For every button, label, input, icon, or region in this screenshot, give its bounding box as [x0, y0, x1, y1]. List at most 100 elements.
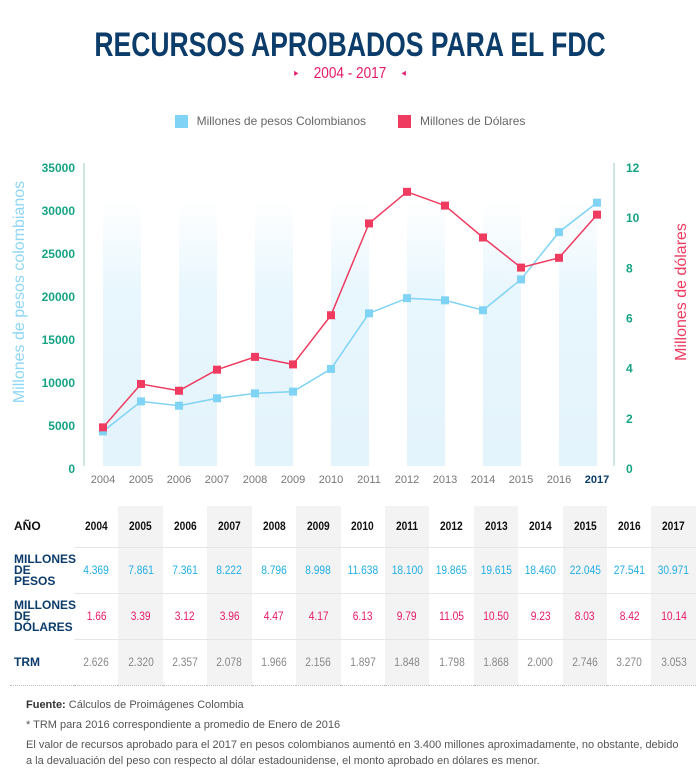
value-cell: 22.045 — [562, 547, 608, 594]
right-tick-label: 4 — [626, 362, 633, 376]
data-table: AÑO 2004 2005 2006 2007 2008 2009 2010 2011 2012 2… — [10, 506, 696, 686]
chart-legend: Millones de pesos Colombianos Millones d… — [0, 114, 700, 128]
value-cell: 8.42 — [607, 593, 652, 640]
legend-item-dolares: Millones de Dólares — [398, 114, 525, 128]
background-bands — [103, 200, 597, 466]
left-tick-label: 30000 — [42, 204, 76, 218]
table-header-row: AÑO 2004 2005 2006 2007 2008 2009 2010 2011 2012 2… — [10, 506, 696, 548]
arrow-left-icon: ◂ — [401, 68, 406, 79]
legend-label-dolares: Millones de Dólares — [420, 114, 526, 128]
pesos-point-2013 — [441, 296, 449, 305]
value-cell: 4.47 — [251, 593, 297, 640]
x-tick-label: 2017 — [585, 474, 609, 486]
row-label: MILLONES DE DÓLARES — [14, 597, 76, 634]
year-cell: 2004 — [74, 506, 119, 548]
value-cell: 18.460 — [518, 547, 563, 594]
table-row: TRM 2.626 2.320 2.357 2.078 1.966 2.156 1.897 1.… — [10, 639, 696, 686]
right-tick-label: 10 — [626, 211, 640, 225]
x-tick-label: 2011 — [357, 474, 381, 486]
value-cell: 1.868 — [473, 639, 519, 686]
dolares-point-2008 — [251, 352, 259, 361]
x-tick-label: 2009 — [281, 474, 305, 486]
value-cell: 9.79 — [384, 593, 430, 640]
right-y-ticks: 0 2 4 6 8 10 12 — [626, 161, 640, 476]
pesos-point-2008 — [251, 389, 259, 398]
year-cell: 2007 — [207, 506, 252, 548]
dolares-point-2010 — [327, 311, 335, 320]
value-cell: 3.12 — [162, 593, 208, 640]
pesos-point-2011 — [365, 309, 373, 318]
year-cell: 2011 — [384, 506, 430, 548]
dolares-point-2006 — [175, 386, 183, 395]
pesos-point-2006 — [175, 401, 183, 410]
legend-swatch-dolares — [398, 114, 412, 128]
left-tick-label: 5000 — [48, 419, 75, 433]
pesos-point-2014 — [479, 306, 487, 315]
year-cell: 2006 — [162, 506, 208, 548]
value-cell: 30.971 — [651, 547, 696, 594]
series-dolares — [99, 187, 601, 432]
value-cell: 1.848 — [384, 639, 430, 686]
value-cell: 19.865 — [429, 547, 474, 594]
value-cell: 1.66 — [74, 593, 119, 640]
year-cell: 2015 — [562, 506, 608, 548]
dolares-point-2005 — [137, 379, 145, 388]
value-cell: 2.156 — [296, 639, 341, 686]
value-cell: 7.361 — [162, 547, 208, 594]
band-2010-2011 — [331, 200, 369, 466]
value-cell: 7.861 — [118, 547, 163, 594]
dolares-point-2004 — [99, 423, 107, 432]
band-2006-2007 — [179, 200, 217, 466]
dolares-point-2011 — [365, 219, 373, 228]
year-cell: 2017 — [651, 506, 696, 548]
dolares-point-2017 — [593, 210, 601, 219]
value-cell: 8.796 — [251, 547, 297, 594]
value-cell: 1.897 — [340, 639, 385, 686]
footer-notes: Fuente: Cálculos de Proimágenes Colombia… — [26, 697, 686, 773]
value-cell: 6.13 — [340, 593, 385, 640]
series-pesos — [99, 198, 601, 436]
right-tick-label: 6 — [626, 312, 633, 326]
legend-item-pesos: Millones de pesos Colombianos — [174, 114, 366, 128]
right-axis-title: Millones de dólares — [673, 223, 690, 361]
right-tick-label: 0 — [626, 462, 633, 476]
legend-swatch-pesos — [174, 114, 188, 128]
row-label: TRM — [10, 639, 74, 686]
dolares-point-2007 — [213, 365, 221, 374]
dolares-point-2012 — [403, 187, 411, 196]
value-cell: 3.053 — [651, 639, 696, 686]
right-tick-label: 12 — [626, 161, 640, 175]
x-tick-label: 2014 — [471, 474, 495, 486]
x-ticks: 2004 2005 2006 2007 2008 2009 2010 2011 2012 2013… — [91, 474, 609, 486]
x-tick-label: 2015 — [509, 474, 533, 486]
pesos-point-2017 — [593, 198, 601, 207]
pesos-point-2010 — [327, 364, 335, 373]
x-tick-label: 2004 — [91, 474, 115, 486]
value-cell: 27.541 — [607, 547, 652, 594]
pesos-line — [102, 202, 598, 432]
value-cell: 11.638 — [340, 547, 385, 594]
year-cell: 2008 — [251, 506, 297, 548]
dolares-point-2013 — [441, 201, 449, 210]
x-tick-label: 2008 — [243, 474, 267, 486]
value-cell: 2.320 — [118, 639, 163, 686]
date-range: 2004 - 2017 — [313, 65, 387, 82]
value-cell: 9.23 — [518, 593, 563, 640]
band-2008-2009 — [255, 200, 293, 466]
value-cell: 1.798 — [429, 639, 474, 686]
left-tick-label: 20000 — [42, 290, 76, 304]
value-cell: 19.615 — [473, 547, 519, 594]
band-2012-2013 — [407, 200, 445, 466]
left-tick-label: 10000 — [42, 376, 76, 390]
value-cell: 8.998 — [296, 547, 341, 594]
dolares-point-2009 — [289, 360, 297, 369]
year-cell: 2009 — [296, 506, 341, 548]
value-cell: 2.626 — [74, 639, 119, 686]
table-row: MILLONES DE DÓLARES 1.66 3.39 3.12 3.96 4.47 4.… — [10, 593, 696, 640]
left-tick-label: 25000 — [42, 247, 76, 261]
year-cell: 2013 — [473, 506, 519, 548]
year-cell: 2005 — [118, 506, 163, 548]
pesos-point-2004 — [99, 427, 107, 436]
date-range-subtitle: ▸ 2004 - 2017 ◂ — [53, 65, 648, 83]
source-text: Cálculos de Proimágenes Colombia — [68, 699, 244, 711]
